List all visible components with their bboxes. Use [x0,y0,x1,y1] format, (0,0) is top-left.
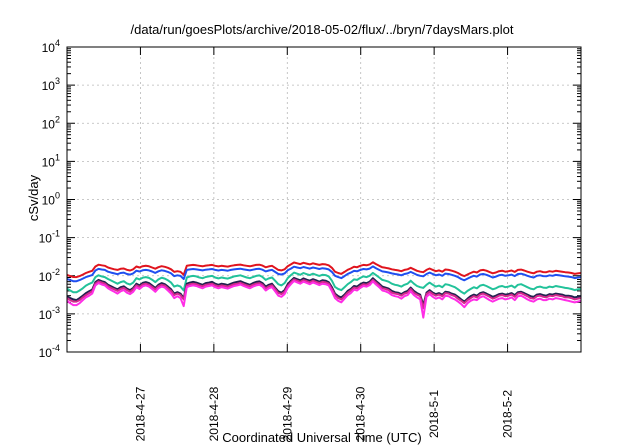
axis-ticks [67,46,581,353]
x-tick-label: 2018-5-2 [501,390,515,438]
series-line [66,280,582,319]
y-tick-label: 10-4 [39,343,60,360]
y-tick-label: 104 [42,38,60,55]
x-tick-label: 2018-5-1 [427,390,441,438]
series-line [66,265,582,283]
y-tick-label: 100 [42,191,60,208]
series-line [66,271,582,295]
y-tick-label: 10-2 [39,267,60,284]
y-tick-label: 10-1 [39,229,60,246]
x-tick-label: 2018-4-27 [133,386,147,441]
chart-title: /data/run/goesPlots/archive/2018-05-02/f… [131,22,514,37]
x-tick-label: 2018-4-28 [207,386,221,441]
series-line [66,261,582,279]
x-axis-title: Coordinated Universal Time (UTC) [222,430,421,445]
grid-lines [67,47,581,352]
x-tick-label: 2018-4-30 [354,386,368,441]
series-line [66,276,582,307]
x-tick-labels: 2018-4-27 2018-4-28 2018-4-29 2018-4-30 2018… [133,386,514,441]
series-lines [66,261,582,319]
y-axis-title: cSv/day [26,174,41,221]
y-tick-label: 103 [42,76,60,93]
y-tick-labels: 10-4 10-3 10-2 10-1 100 101 102 103 104 [39,38,60,360]
plot-frame [66,46,582,353]
x-tick-label: 2018-4-29 [280,386,294,441]
y-tick-label: 102 [42,114,60,131]
y-tick-label: 10-3 [39,305,60,322]
series-line [66,278,582,310]
y-tick-label: 101 [42,152,60,169]
